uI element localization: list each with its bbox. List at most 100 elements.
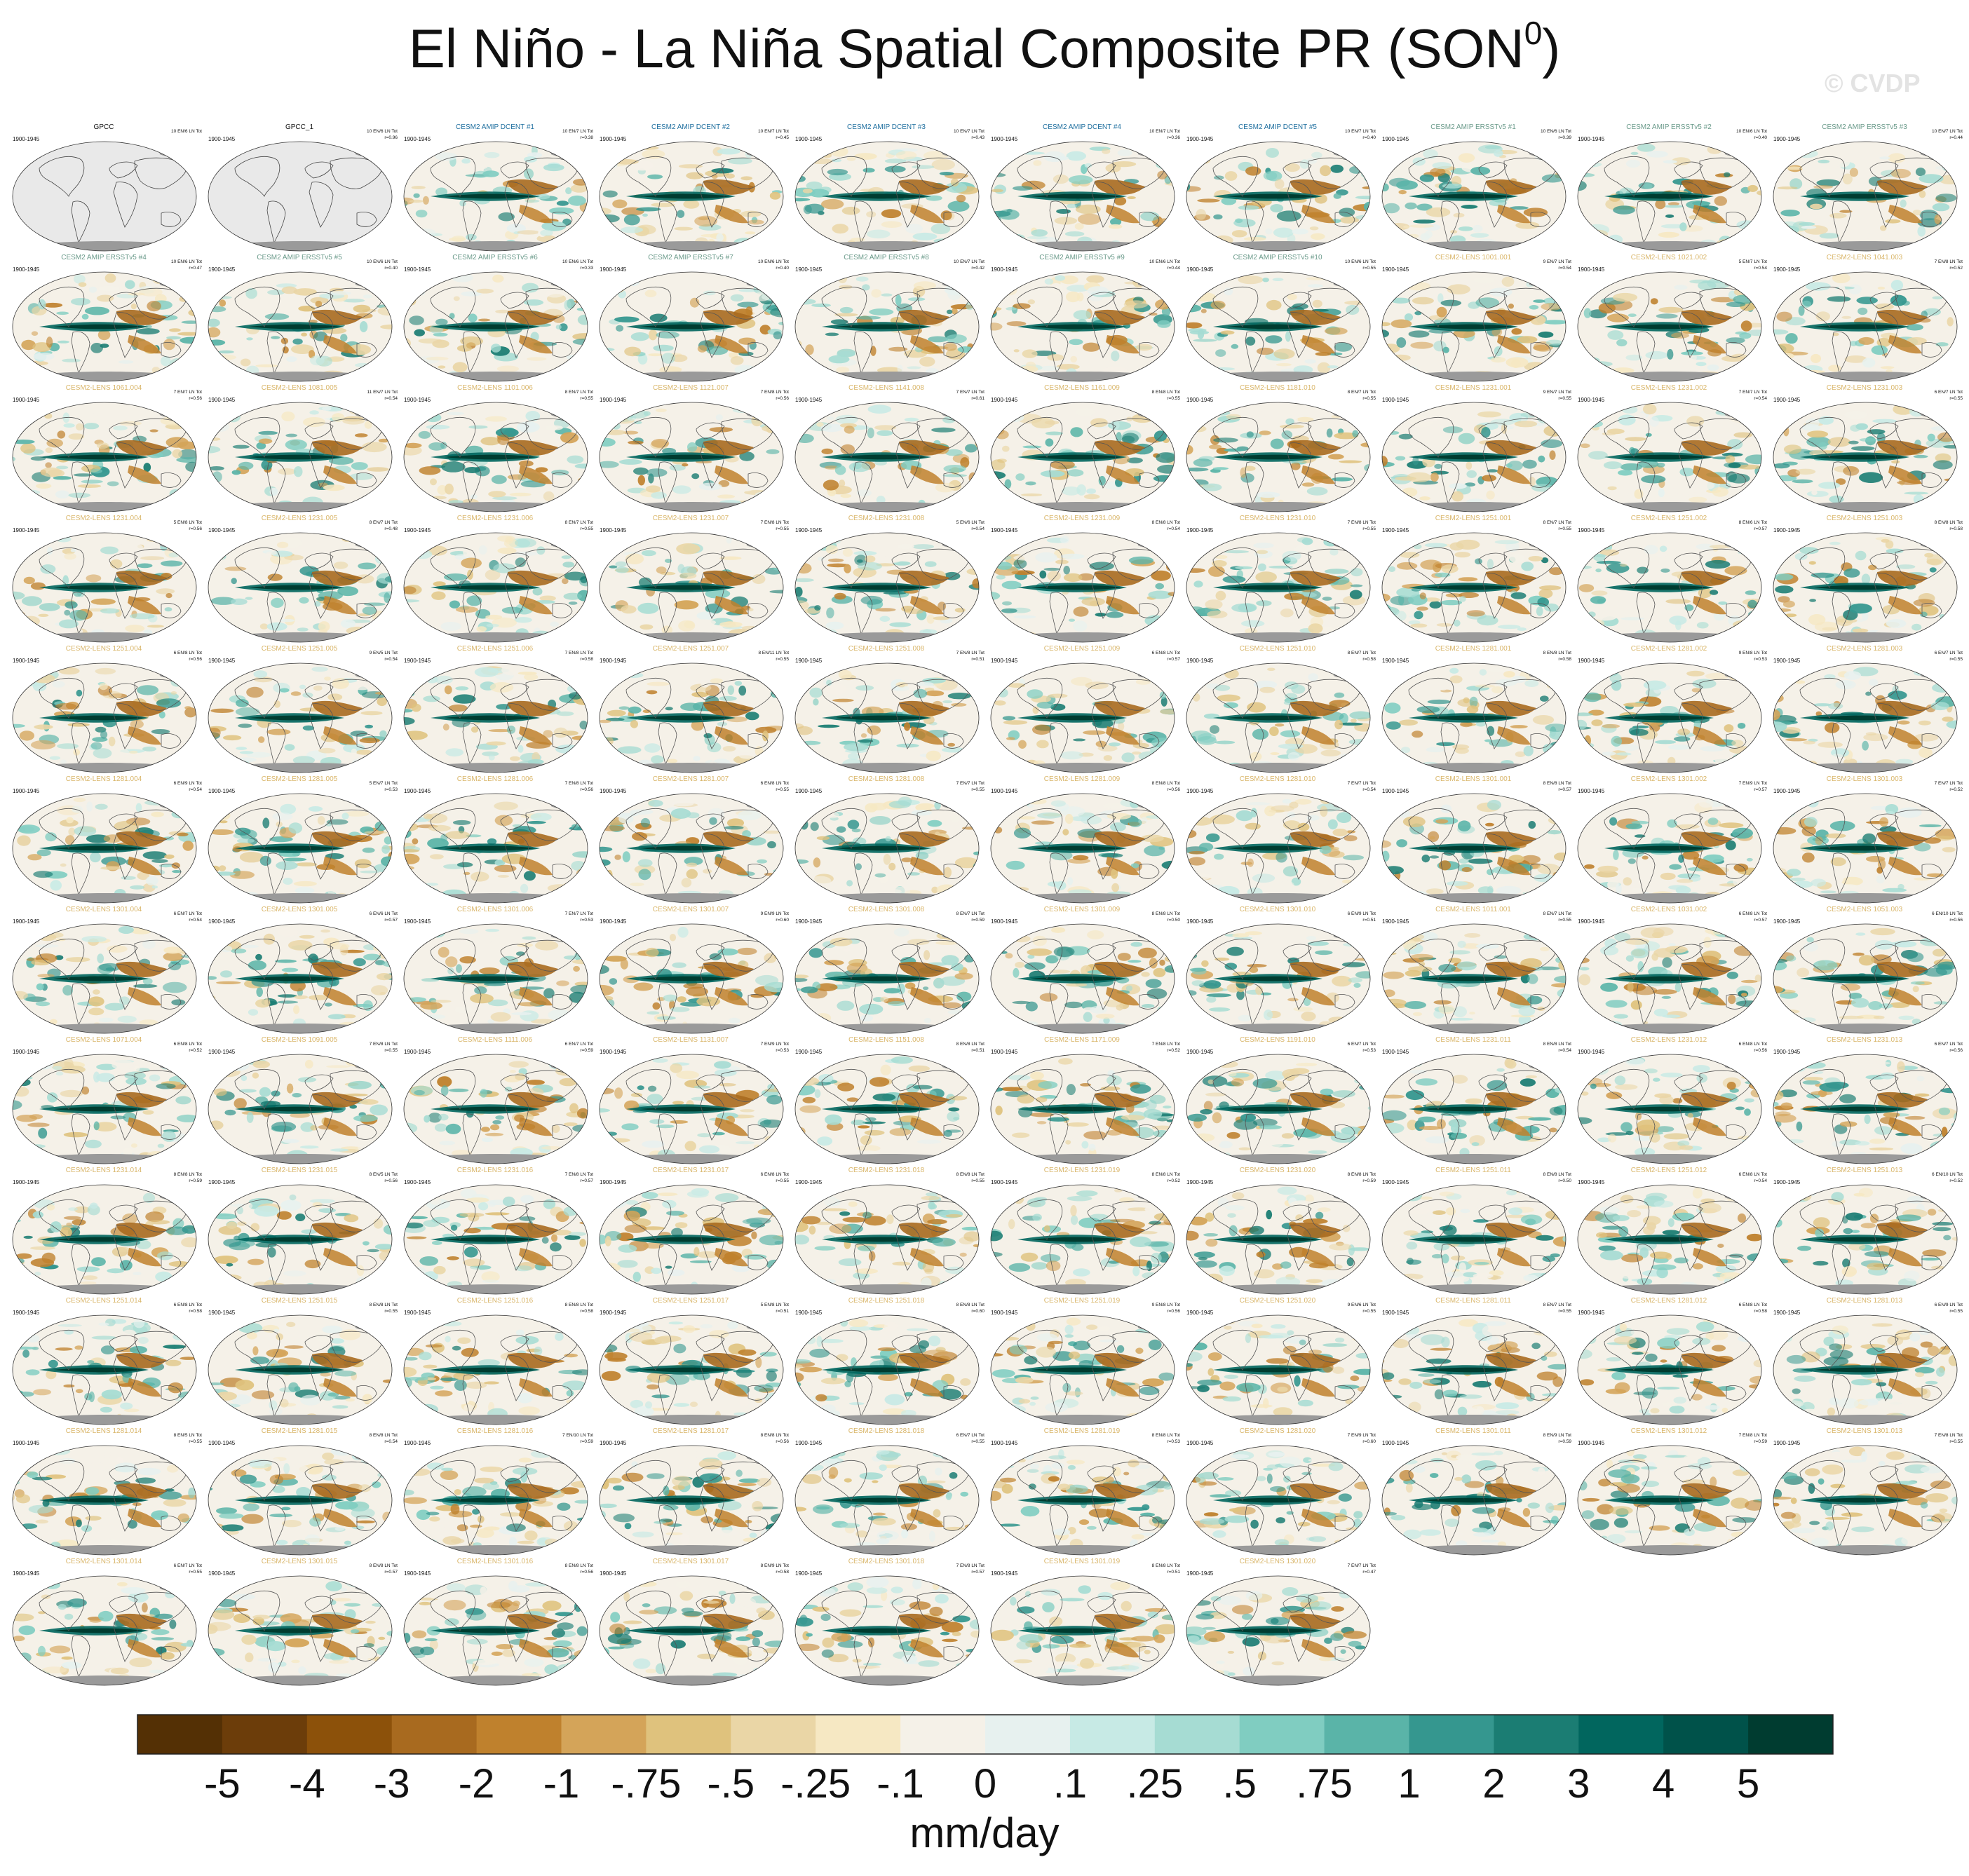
land-mask [221, 372, 379, 381]
anomaly-blob [604, 280, 621, 290]
anomaly-blob [1224, 287, 1233, 296]
panel-stats: 10 EN/7 LN Tot r=0.45 [743, 128, 789, 141]
panel-stats: 6 EN/8 LN Tot r=0.56 [156, 650, 202, 662]
coastline [1799, 286, 1846, 327]
anomaly-blob [1656, 313, 1678, 319]
anomaly-blob [17, 835, 31, 846]
anomaly-blob [1350, 584, 1363, 587]
anomaly-blob [1556, 754, 1566, 760]
panel-title: CESM2-LENS 1061.004 [65, 384, 142, 392]
anomaly-blob [601, 892, 621, 902]
land-mask [221, 502, 379, 512]
panel-title: CESM2-LENS 1281.005 [261, 775, 338, 783]
anomaly-blob [795, 726, 813, 735]
anomaly-blob [1274, 179, 1285, 189]
panel-event-count: 9 EN/7 LN Tot [1543, 390, 1571, 395]
anomaly-blob [1580, 443, 1590, 449]
map-outline [1381, 402, 1567, 512]
anomaly-blob [741, 486, 753, 491]
anomaly-blob [1814, 621, 1839, 632]
composite-map [208, 402, 393, 512]
coastline [504, 442, 529, 489]
coastline [1440, 461, 1460, 505]
panel-period: 1900-1945 [1382, 397, 1409, 403]
anomaly-blob [802, 236, 808, 247]
anomaly-blob [1068, 618, 1076, 622]
anomaly-blob [1276, 852, 1287, 863]
anomaly-blob [1360, 170, 1370, 179]
dry-anomaly-region [910, 335, 944, 354]
anomaly-blob [694, 215, 717, 227]
anomaly-blob [717, 148, 740, 155]
anomaly-blob [1245, 166, 1261, 176]
anomaly-blob [406, 226, 420, 232]
coastline [916, 418, 970, 450]
anomaly-blob [405, 689, 415, 697]
coastline [504, 312, 529, 358]
anomaly-blob [773, 567, 783, 571]
anomaly-blob [125, 280, 135, 290]
anomaly-blob [210, 708, 234, 713]
anomaly-blob [229, 892, 247, 899]
anomaly-blob [1054, 217, 1078, 225]
coastline [1832, 331, 1851, 374]
anomaly-blob [164, 607, 172, 612]
anomaly-blob [1076, 408, 1095, 416]
coastline [39, 547, 85, 588]
anomaly-blob [404, 362, 412, 373]
anomaly-blob [881, 293, 893, 297]
anomaly-blob [1085, 681, 1109, 690]
anomaly-blob [285, 433, 297, 437]
coastline [1895, 287, 1948, 320]
anomaly-blob [88, 286, 97, 293]
anomaly-blob [1416, 203, 1433, 211]
coastline [134, 548, 187, 580]
anomaly-blob [407, 884, 418, 888]
anomaly-blob [576, 278, 588, 286]
anomaly-blob [239, 546, 253, 550]
anomaly-blob [1656, 462, 1665, 468]
anomaly-blob [151, 885, 158, 889]
coastline [1530, 342, 1551, 358]
anomaly-blob [1538, 455, 1545, 463]
anomaly-blob [795, 623, 816, 630]
dry-anomaly-region [1693, 465, 1726, 484]
anomaly-blob [341, 813, 349, 820]
anomaly-blob [1396, 180, 1418, 190]
anomaly-blob [1726, 301, 1746, 307]
anomaly-blob [1671, 332, 1690, 339]
anomaly-blob [946, 309, 953, 314]
anomaly-blob [1301, 482, 1315, 487]
anomaly-blob [806, 280, 825, 289]
anomaly-blob [600, 814, 607, 822]
anomaly-blob [56, 311, 69, 315]
dry-anomaly-region [910, 205, 944, 224]
anomaly-blob [272, 813, 293, 821]
panel-event-count: 10 EN/6 LN Tot [367, 259, 398, 264]
anomaly-blob [485, 416, 507, 422]
coastline [1604, 286, 1650, 327]
anomaly-blob [16, 283, 28, 291]
map-panel: CESM2-LENS 1231.006 1900-1945 8 EN/7 LN To… [397, 515, 593, 645]
panel-title: CESM2-LENS 1021.002 [1630, 254, 1707, 261]
composite-map [208, 532, 393, 643]
anomaly-blob [523, 299, 544, 306]
land-mask [612, 763, 771, 773]
anomaly-blob [1944, 478, 1957, 482]
coastline [330, 157, 383, 189]
anomaly-blob [1659, 545, 1667, 552]
anomaly-blob [616, 325, 624, 332]
anomaly-blob [375, 276, 392, 287]
anomaly-blob [13, 751, 32, 763]
anomaly-blob [172, 870, 182, 874]
anomaly-blob [1543, 744, 1555, 754]
anomaly-blob [1064, 231, 1085, 237]
anomaly-blob [1737, 464, 1761, 470]
anomaly-blob [1900, 199, 1907, 208]
anomaly-blob [801, 279, 817, 284]
anomaly-blob [1851, 446, 1875, 451]
anomaly-blob [904, 722, 911, 731]
anomaly-blob [600, 461, 619, 468]
anomaly-blob [600, 503, 603, 508]
anomaly-blob [1848, 440, 1859, 444]
